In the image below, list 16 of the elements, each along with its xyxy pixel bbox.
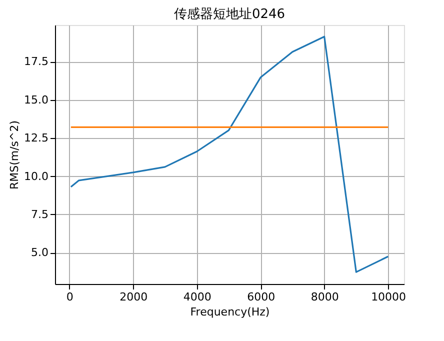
x-tick-label: 8000	[310, 290, 339, 304]
y-tick-label: 7.5	[31, 208, 48, 221]
x-tick-label: 4000	[183, 290, 212, 304]
x-tick-label: 2000	[120, 290, 148, 304]
line-series	[70, 36, 389, 273]
y-tick-label: 10.0	[24, 170, 48, 183]
x-tick-label: 6000	[247, 290, 276, 304]
y-tick-label: 5.0	[31, 246, 48, 260]
y-tick-label: 12.5	[24, 132, 48, 145]
x-tick-label: 10000	[371, 290, 406, 304]
chart-title: 传感器短地址0246	[174, 7, 286, 22]
x-axis-title: Frequency(Hz)	[190, 306, 270, 318]
y-tick-label: 17.5	[24, 55, 48, 68]
x-tick-label: 0	[66, 290, 74, 304]
y-axis-title: RMS(m/s^2)	[8, 120, 22, 190]
y-tick-label: 15.0	[24, 93, 48, 106]
